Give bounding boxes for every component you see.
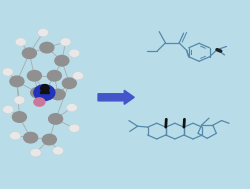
Circle shape — [47, 70, 61, 81]
Polygon shape — [40, 89, 49, 94]
Circle shape — [34, 98, 45, 106]
Circle shape — [24, 132, 38, 143]
Circle shape — [10, 132, 20, 140]
Circle shape — [51, 89, 65, 100]
Circle shape — [55, 56, 68, 66]
Circle shape — [68, 124, 80, 132]
Circle shape — [14, 96, 25, 104]
FancyArrow shape — [98, 90, 134, 104]
Circle shape — [66, 104, 77, 112]
Circle shape — [42, 134, 56, 145]
Circle shape — [30, 87, 44, 98]
Circle shape — [22, 48, 36, 58]
Circle shape — [2, 68, 13, 76]
Circle shape — [15, 38, 26, 46]
Circle shape — [12, 112, 26, 122]
Circle shape — [30, 149, 41, 157]
Circle shape — [40, 42, 54, 53]
Circle shape — [72, 72, 83, 80]
Circle shape — [34, 85, 55, 101]
Circle shape — [48, 114, 62, 124]
Polygon shape — [40, 84, 49, 89]
Circle shape — [62, 78, 76, 88]
Circle shape — [27, 70, 41, 81]
Circle shape — [68, 49, 80, 57]
Circle shape — [38, 29, 48, 37]
Circle shape — [3, 105, 14, 114]
Circle shape — [10, 76, 24, 87]
Circle shape — [60, 38, 71, 46]
Circle shape — [52, 147, 63, 155]
